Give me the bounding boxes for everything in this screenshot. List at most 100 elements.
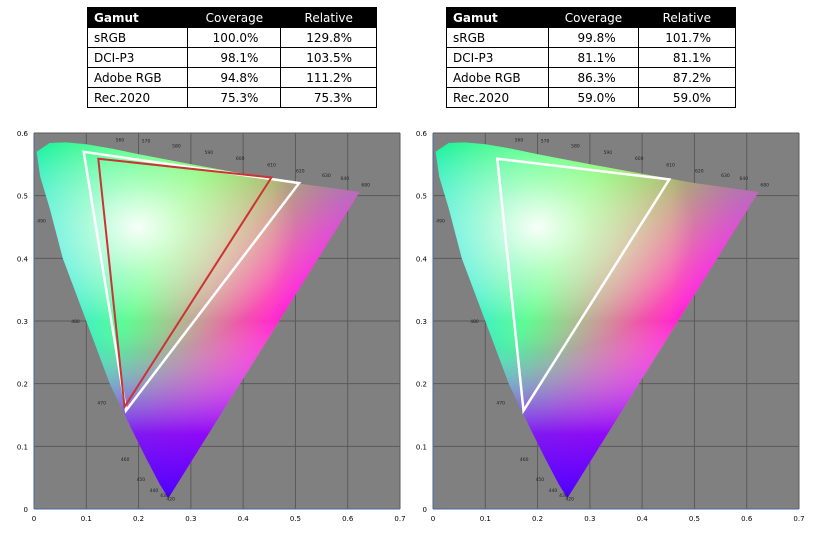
wavelength-label: 470 [496,400,505,406]
y-tick-label: 0.6 [416,130,428,138]
wavelength-label: 580 [172,144,181,150]
x-tick-label: 0.2 [532,515,543,523]
wavelength-label: 630 [322,173,331,179]
wavelength-label: 620 [695,169,704,175]
y-tick-label: 0.1 [416,443,427,451]
relative-value: 129.8% [280,27,377,48]
wavelength-label: 560 [116,137,125,143]
gamut-triangle-inner [97,157,274,410]
gamut-triangle-outer [495,157,672,415]
wavelength-label: 450 [536,477,545,483]
wavelength-label: 450 [137,477,146,483]
x-tick-label: 0.4 [637,515,649,523]
gamut-name: DCI-P3 [86,47,189,68]
table-row: DCI-P3 98.1% 103.5% [86,47,377,68]
gamut-triangle-outer [82,150,302,414]
wavelength-label: 600 [635,156,644,162]
x-tick-label: 0.3 [584,515,595,523]
table-row: Adobe RGB 94.8% 111.2% [86,67,377,88]
wavelength-label: 560 [515,137,524,143]
gamut-name: sRGB [86,27,189,48]
wavelength-label: 480 [71,319,80,325]
coverage-value: 59.0% [548,87,639,108]
x-tick-label: 0 [431,515,435,523]
x-tick-label: 0.6 [342,515,354,523]
wavelength-label: 600 [236,156,245,162]
y-tick-label: 0.5 [17,193,28,201]
x-tick-label: 0.2 [133,515,144,523]
x-tick-label: 0.6 [741,515,753,523]
y-tick-label: 0.2 [416,381,427,389]
table-row: DCI-P3 81.1% 81.1% [445,47,737,68]
relative-value: 87.2% [637,67,737,88]
wavelength-label: 610 [267,162,276,168]
wavelength-label: 460 [121,457,130,463]
wavelength-label: 430 [160,493,169,499]
y-tick-label: 0 [24,506,28,514]
x-tick-label: 0.3 [185,515,196,523]
table-header-relative: Relative [280,7,377,28]
y-tick-label: 0.3 [17,318,28,326]
wavelength-label: 480 [470,319,479,325]
wavelength-label: 490 [37,219,46,225]
wavelength-label: 440 [150,488,159,494]
coverage-value: 94.8% [187,67,282,88]
wavelength-label: 580 [571,144,580,150]
relative-value: 59.0% [637,87,737,108]
table-header-gamut: Gamut [86,7,189,28]
table-header-gamut: Gamut [445,7,550,28]
gamut-name: Rec.2020 [445,87,550,108]
y-tick-label: 0.2 [17,381,28,389]
wavelength-label: 610 [666,162,675,168]
wavelength-label: 430 [559,493,568,499]
y-tick-label: 0.4 [416,255,428,263]
gamut-table-left: Gamut Coverage Relative sRGB 100.0% 129.… [86,7,377,108]
x-tick-label: 0.1 [81,515,92,523]
wavelength-label: 420 [565,496,574,502]
coverage-value: 99.8% [548,27,639,48]
x-tick-label: 0 [32,515,36,523]
wavelength-label: 680 [361,182,370,188]
wavelength-label: 680 [760,182,769,188]
x-tick-label: 0.7 [793,515,804,523]
wavelength-label: 640 [340,176,349,182]
wavelength-label: 590 [205,150,214,156]
y-tick-label: 0.6 [17,130,29,138]
x-tick-label: 0.1 [480,515,491,523]
gamut-name: Adobe RGB [445,67,550,88]
table-header-relative: Relative [637,7,737,28]
gamut-table-right: Gamut Coverage Relative sRGB 99.8% 101.7… [445,7,737,108]
wavelength-label: 490 [436,219,445,225]
relative-value: 75.3% [280,87,377,108]
x-tick-label: 0.7 [394,515,405,523]
wavelength-label: 620 [296,169,305,175]
coverage-value: 75.3% [187,87,282,108]
relative-value: 111.2% [280,67,377,88]
table-row: Rec.2020 75.3% 75.3% [86,87,377,108]
x-tick-label: 0.5 [689,515,700,523]
wavelength-label: 640 [739,176,748,182]
wavelength-label: 470 [97,400,106,406]
coverage-value: 86.3% [548,67,639,88]
wavelength-label: 420 [166,496,175,502]
gamut-name: Rec.2020 [86,87,189,108]
table-row: Adobe RGB 86.3% 87.2% [445,67,737,88]
y-tick-label: 0.1 [17,443,28,451]
table-header-coverage: Coverage [187,7,282,28]
x-tick-label: 0.5 [290,515,301,523]
x-tick-label: 0.4 [238,515,250,523]
wavelength-label: 440 [549,488,558,494]
wavelength-label: 590 [604,150,613,156]
coverage-value: 98.1% [187,47,282,68]
table-row: Rec.2020 59.0% 59.0% [445,87,737,108]
wavelength-label: 460 [520,457,529,463]
y-tick-label: 0.5 [416,193,427,201]
y-tick-label: 0 [423,506,427,514]
y-tick-label: 0.3 [416,318,427,326]
y-tick-label: 0.4 [17,255,29,263]
wavelength-label: 630 [721,173,730,179]
wavelength-label: 570 [142,139,151,145]
